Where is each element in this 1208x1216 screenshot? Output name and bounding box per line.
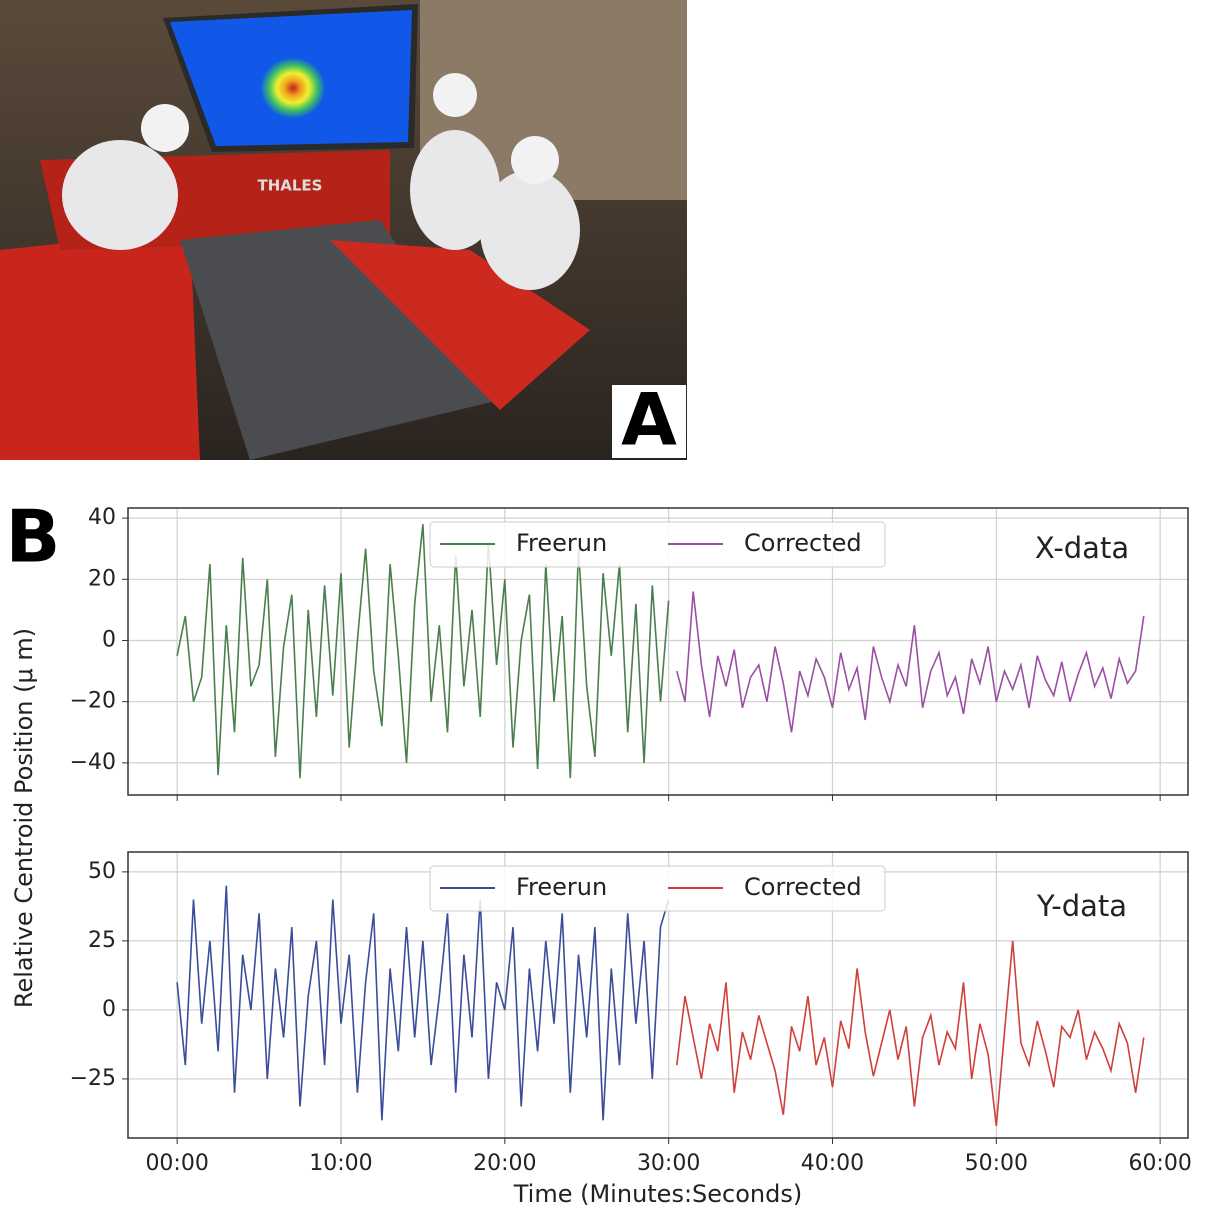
person [62,140,178,250]
y-tick-label: 20 [88,566,116,591]
data-line [176,524,670,779]
y-tick-label: 0 [102,997,116,1022]
x-tick-label: 10:00 [309,1151,372,1176]
data-line [676,591,1145,733]
photo: THALES A [0,0,687,462]
annotation: Y-data [1036,889,1127,923]
bench-left [0,230,200,460]
head [433,73,477,117]
legend-label: Freerun [516,529,607,557]
x-tick-label: 60:00 [1128,1151,1191,1176]
y-tick-label: 50 [88,859,116,884]
sign: THALES [257,177,322,195]
legend-label: Freerun [516,873,607,901]
person [410,130,500,250]
annotation: X-data [1035,531,1129,565]
a-label-box [612,385,686,458]
y-tick-label: 0 [102,627,116,652]
x-tick-label: 20:00 [473,1151,536,1176]
plot-frame [127,851,1189,1139]
person [480,170,580,290]
legend-label: Corrected [744,529,862,557]
y-tick-label: −20 [70,689,116,714]
y-axis-label: Relative Centroid Position (μ m) [10,628,38,1008]
legend-box [429,865,886,912]
data-line [176,885,670,1121]
legend-label: Corrected [744,873,862,901]
x-tick-label: 50:00 [965,1151,1028,1176]
panel-label: A [621,378,677,462]
legend-box [429,521,886,568]
data-line [676,940,1145,1126]
plot-frame [127,507,1189,796]
x-tick-label: 40:00 [801,1151,864,1176]
y-tick-label: 25 [88,928,116,953]
panel-label: B [6,495,61,579]
y-tick-label: −40 [70,750,116,775]
head [141,104,189,152]
beam-spot [261,58,325,118]
x-axis-label: Time (Minutes:Seconds) [513,1180,802,1208]
y-tick-label: −25 [70,1066,116,1091]
bench-right [330,240,590,410]
head [511,136,559,184]
x-tick-label: 30:00 [637,1151,700,1176]
y-tick-label: 40 [88,505,116,530]
x-tick-label: 00:00 [145,1151,208,1176]
